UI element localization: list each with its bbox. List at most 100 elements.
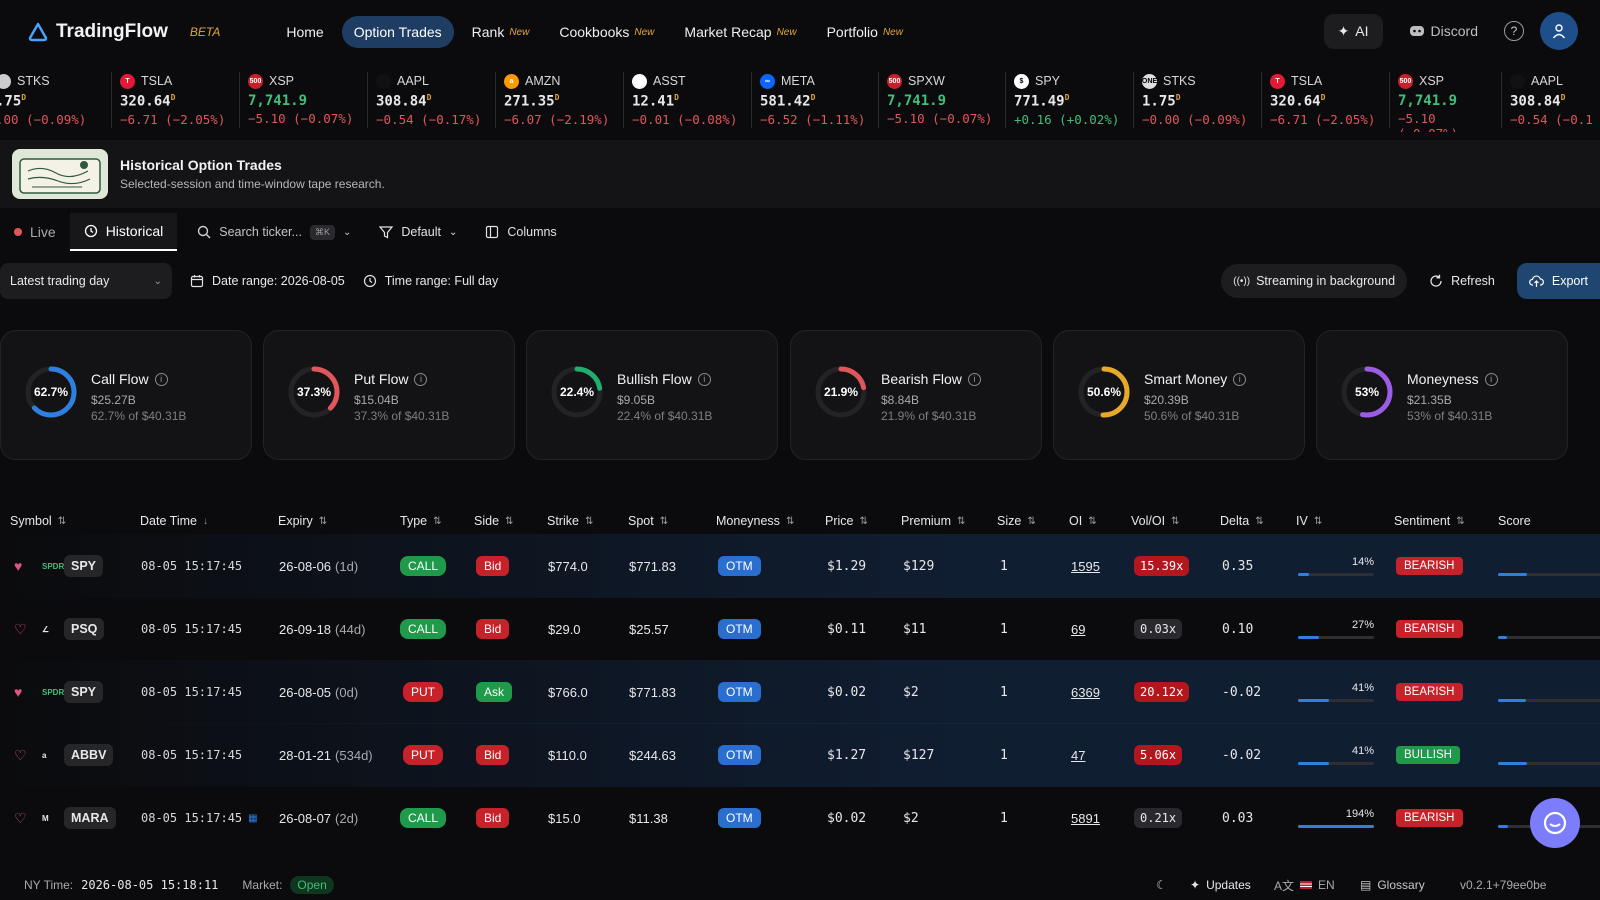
column-header-symbol[interactable]: Symbol ⇅ — [10, 514, 66, 528]
tab-historical[interactable]: Historical — [69, 213, 178, 251]
column-header-side[interactable]: Side ⇅ — [474, 514, 513, 528]
ticker-item[interactable]: AAPL 308.84D −0.54 (−0.1 — [1502, 72, 1600, 128]
language-select[interactable]: A文 EN — [1274, 877, 1335, 894]
card-title: Call Flow i — [91, 371, 168, 387]
nav-link-3[interactable]: Cookbooks New — [547, 16, 666, 48]
open-interest-link[interactable]: 5891 — [1071, 810, 1100, 826]
brand-logo[interactable]: TradingFlow — [28, 21, 168, 43]
symbol-chip[interactable]: ABBV — [64, 744, 114, 766]
nav-link-4[interactable]: Market Recap New — [672, 16, 808, 48]
info-icon[interactable]: i — [697, 372, 711, 386]
open-interest-link[interactable]: 47 — [1071, 747, 1086, 763]
glossary-link[interactable]: ▤ Glossary — [1360, 878, 1425, 892]
table-row[interactable]: ♡ ∠ PSQ 08-05 15:17:45 26-09-18 (44d) CALL Bid $… — [0, 597, 1600, 661]
help-icon[interactable]: ? — [1504, 21, 1524, 41]
heart-outline-icon[interactable]: ♡ — [14, 620, 27, 637]
column-header-price[interactable]: Price ⇅ — [825, 514, 868, 528]
column-header-strike[interactable]: Strike ⇅ — [547, 514, 593, 528]
column-header-size[interactable]: Size ⇅ — [997, 514, 1036, 528]
ticker-item[interactable]: a AMZN 271.35D −6.07 (−2.19%) — [496, 72, 624, 128]
time-range-picker[interactable]: Time range: Full day — [363, 274, 498, 288]
column-header-moneyness[interactable]: Moneyness ⇅ — [716, 514, 794, 528]
discord-button[interactable]: Discord — [1399, 14, 1488, 48]
ticker-item[interactable]: T TSLA 320.64D −6.71 (−2.05%) — [112, 72, 240, 128]
ticker-item[interactable]: 500 XSP 7,741.9 −5.10 (−0.07%) — [1390, 72, 1502, 132]
datetime-cell: 08-05 15:17:45 — [141, 660, 242, 724]
nav-link-0[interactable]: Home — [274, 16, 335, 48]
search-input[interactable]: Search ticker... — [219, 225, 302, 239]
column-header-score[interactable]: Score — [1498, 514, 1531, 528]
days-to-expiry: (0d) — [335, 684, 359, 700]
column-header-sentiment[interactable]: Sentiment ⇅ — [1394, 514, 1465, 528]
columns-button[interactable]: Columns — [485, 225, 557, 239]
symbol-chip[interactable]: MARA — [64, 807, 116, 829]
info-icon[interactable]: i — [414, 372, 428, 386]
info-icon[interactable]: i — [1233, 372, 1247, 386]
iv-cell: 14% — [1298, 534, 1374, 598]
date-range-picker[interactable]: Date range: 2026-08-05 — [190, 274, 345, 288]
moon-icon[interactable]: ☾ — [1156, 878, 1167, 892]
symbol-chip[interactable]: PSQ — [64, 618, 105, 640]
column-header-oi[interactable]: OI ⇅ — [1069, 514, 1097, 528]
nav-link-2[interactable]: Rank New — [460, 16, 542, 48]
ticker-item[interactable]: AAPL 308.84D −0.54 (−0.17%) — [368, 72, 496, 128]
column-header-expiry[interactable]: Expiry ⇅ — [278, 514, 327, 528]
tab-live[interactable]: Live — [0, 213, 70, 251]
updates-button[interactable]: ✦ Updates — [1190, 878, 1251, 892]
column-header-vol-oi[interactable]: Vol/OI ⇅ — [1131, 514, 1179, 528]
toolbar: Live Historical Search ticker... ⌘K ⌄ De… — [0, 212, 1600, 252]
column-header-date-time[interactable]: Date Time ↓ — [140, 514, 208, 528]
refresh-button[interactable]: Refresh — [1417, 274, 1507, 288]
ai-button[interactable]: ✦ AI — [1323, 13, 1383, 49]
streaming-toggle[interactable]: ((•)) Streaming in background — [1221, 264, 1408, 298]
table-row[interactable]: ♥ SPDR SPY 08-05 15:17:45 26-08-05 (0d) PUT Ask… — [0, 660, 1600, 724]
ticker-price: 12.41D — [632, 93, 751, 110]
time-range-label: Time range: Full day — [384, 274, 499, 288]
price-value: $1.27 — [827, 747, 867, 763]
ticker-item[interactable]: ASST 12.41D −0.01 (−0.08%) — [624, 72, 752, 128]
column-header-spot[interactable]: Spot ⇅ — [628, 514, 668, 528]
open-interest-link[interactable]: 6369 — [1071, 684, 1100, 700]
score-track — [1498, 699, 1600, 702]
heart-filled-icon[interactable]: ♥ — [14, 684, 23, 700]
stat-card: 53% Moneyness i $21.35B 53% of $40.31B — [1316, 330, 1568, 460]
heart-filled-icon[interactable]: ♥ — [14, 558, 23, 574]
moneyness-badge: OTM — [718, 556, 761, 576]
ticker-item[interactable]: 500 SPXW 7,741.9 −5.10 (−0.07%) — [879, 72, 1006, 128]
trading-day-select[interactable]: Latest trading day ⌄ — [0, 263, 172, 299]
table-row[interactable]: ♡ a ABBV 08-05 15:17:45 28-01-21 (534d) PUT Bid… — [0, 723, 1600, 787]
column-header-premium[interactable]: Premium ⇅ — [901, 514, 965, 528]
export-button[interactable]: Export — [1516, 263, 1600, 299]
info-icon[interactable]: i — [967, 372, 981, 386]
symbol-chip[interactable]: SPY — [64, 555, 104, 577]
ticker-item[interactable]: 500 XSP 7,741.9 −5.10 (−0.07%) — [240, 72, 368, 128]
info-icon[interactable]: i — [154, 372, 168, 386]
ticker-item[interactable]: ∞ META 581.42D −6.52 (−1.11%) — [752, 72, 879, 128]
iv-fill — [1298, 699, 1329, 702]
ticker-search[interactable]: Search ticker... ⌘K ⌄ — [197, 224, 351, 240]
ticker-item[interactable]: ONE STKS 1.75D −0.00 (−0.09%) — [1134, 72, 1262, 128]
column-header-type[interactable]: Type ⇅ — [400, 514, 442, 528]
ticker-item[interactable]: $ SPY 771.49D +0.16 (+0.02%) — [1006, 72, 1134, 128]
nav-link-5[interactable]: Portfolio New — [815, 16, 915, 48]
avatar[interactable] — [1540, 12, 1578, 50]
ticker-item[interactable]: T TSLA 320.64D −6.71 (−2.05%) — [1262, 72, 1390, 128]
symbol-chip[interactable]: SPY — [64, 681, 104, 703]
table-row[interactable]: ♡ M MARA 08-05 15:17:45 ▦ 26-08-07 (2d) CALL Bid… — [0, 786, 1600, 850]
iv-label: 194% — [1345, 808, 1374, 820]
chat-button[interactable] — [1530, 798, 1580, 848]
open-interest-link[interactable]: 69 — [1071, 621, 1086, 637]
heart-outline-icon[interactable]: ♡ — [14, 809, 27, 826]
info-icon[interactable]: i — [1484, 372, 1498, 386]
nav-link-1[interactable]: Option Trades — [341, 16, 454, 48]
column-header-iv[interactable]: IV ⇅ — [1296, 514, 1322, 528]
table-row[interactable]: ♥ SPDR SPY 08-05 15:17:45 26-08-06 (1d) CALL Bi… — [0, 534, 1600, 598]
oi-cell: 47 — [1071, 723, 1085, 787]
column-header-delta[interactable]: Delta ⇅ — [1220, 514, 1264, 528]
preset-filter[interactable]: Default ⌄ — [379, 225, 457, 239]
ticker-item[interactable]: STKS.75D.00 (−0.09%) — [0, 72, 112, 128]
broadcast-icon: ((•)) — [1233, 275, 1251, 287]
ticker-logo-icon — [376, 73, 391, 89]
open-interest-link[interactable]: 1595 — [1071, 558, 1100, 574]
heart-outline-icon[interactable]: ♡ — [14, 746, 27, 763]
